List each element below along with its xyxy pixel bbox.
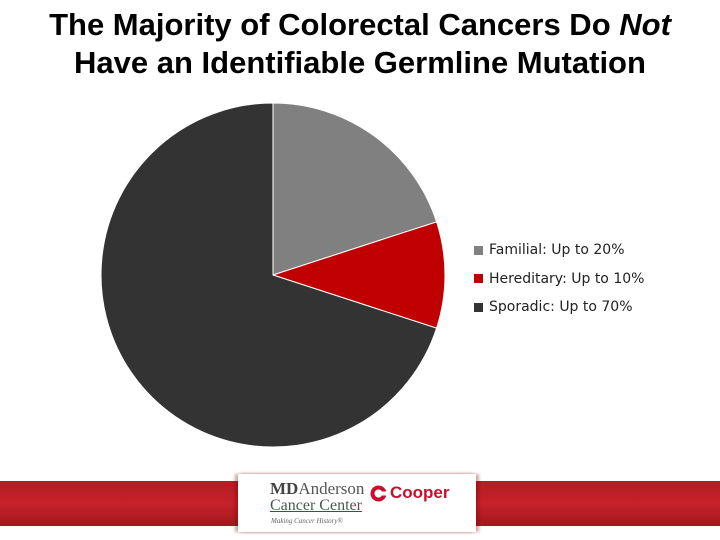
title-line-1-text: The Majority of Colorectal Cancers Do xyxy=(49,7,620,42)
legend-swatch xyxy=(474,274,483,284)
title-line-2: Have an Identifiable Germline Mutation xyxy=(74,45,646,80)
legend-item: Hereditary: Up to 10% xyxy=(474,265,644,294)
footer-logo: MDAnderson Cancer Center Making Cancer H… xyxy=(238,474,476,532)
logo-cooper: Cooper xyxy=(370,483,450,503)
cooper-mark-icon xyxy=(370,485,387,501)
title-line-1: The Majority of Colorectal Cancers Do No… xyxy=(0,6,720,44)
page-title: The Majority of Colorectal Cancers Do No… xyxy=(0,6,720,82)
title-emphasis: Not xyxy=(619,7,671,42)
legend-item: Sporadic: Up to 70% xyxy=(474,293,644,322)
logo-cancer-center: Cancer Center xyxy=(270,497,362,514)
logo-tagline: Making Cancer History® xyxy=(271,517,343,525)
legend-label: Familial: Up to 20% xyxy=(489,242,625,259)
chart-legend: Familial: Up to 20% Hereditary: Up to 10%… xyxy=(474,236,644,322)
logo-md-anderson: MDAnderson xyxy=(270,479,365,498)
legend-label: Hereditary: Up to 10% xyxy=(489,270,645,287)
legend-swatch xyxy=(474,245,483,255)
legend-item: Familial: Up to 20% xyxy=(474,236,644,265)
legend-label: Sporadic: Up to 70% xyxy=(489,299,633,316)
pie-slice-hereditary xyxy=(271,221,446,329)
legend-swatch xyxy=(474,302,483,312)
pie-slice-sporadic xyxy=(100,102,438,448)
pie-slice-familial xyxy=(272,102,438,276)
